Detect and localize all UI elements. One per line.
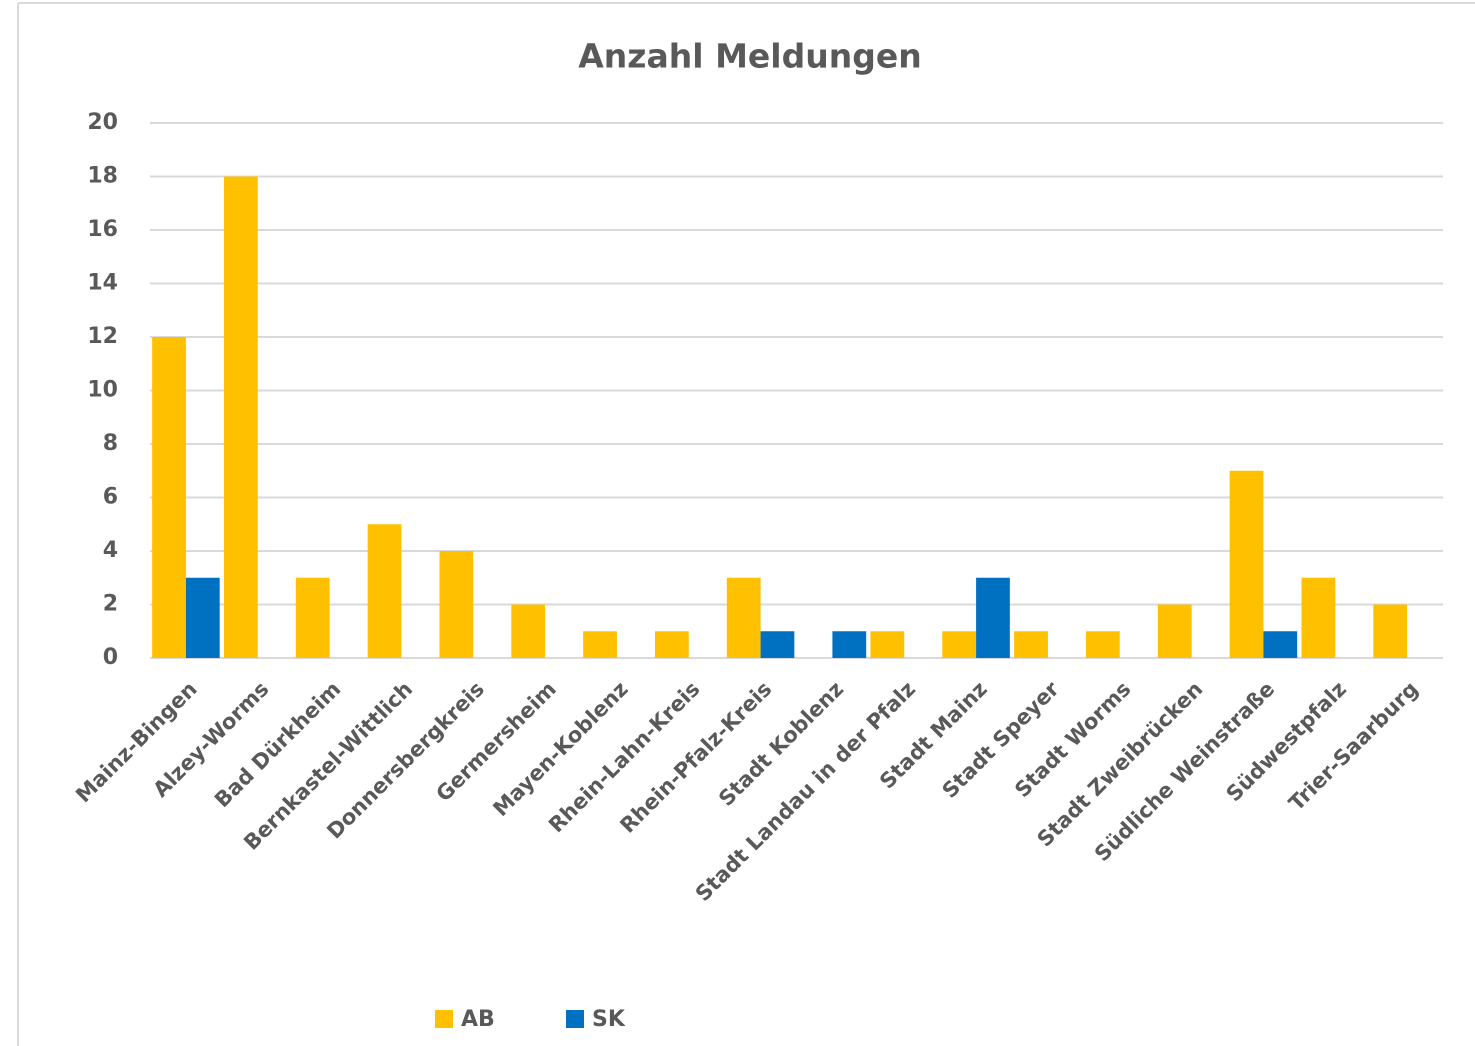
- bar: [367, 524, 402, 658]
- bar: [870, 631, 905, 658]
- y-tick-label: 4: [103, 538, 118, 563]
- bar: [760, 631, 795, 658]
- legend-swatch: [435, 1010, 453, 1028]
- bar: [1085, 631, 1120, 658]
- bar: [223, 176, 258, 658]
- y-tick-label: 0: [103, 645, 118, 670]
- x-tick-label: Mayen-Koblenz: [488, 677, 632, 821]
- bar: [511, 604, 546, 658]
- y-tick-label: 8: [103, 431, 118, 456]
- y-tick-label: 10: [87, 378, 118, 403]
- x-tick-label: Germersheim: [431, 677, 560, 806]
- y-tick-label: 6: [103, 485, 118, 510]
- y-tick-label: 20: [87, 110, 118, 135]
- bar: [976, 577, 1010, 658]
- x-tick-label: Bad Dürkheim: [210, 677, 345, 812]
- chart-title: Anzahl Meldungen: [578, 37, 921, 76]
- y-tick-label: 16: [87, 217, 118, 242]
- legend-label: SK: [592, 1007, 626, 1032]
- bar: [185, 577, 220, 658]
- y-tick-label: 2: [103, 592, 118, 617]
- bar: [1373, 604, 1408, 658]
- bar: [295, 577, 330, 658]
- x-tick-label: Stadt Koblenz: [714, 677, 848, 811]
- bar: [583, 631, 617, 658]
- legend-swatch: [566, 1010, 584, 1028]
- bar: [832, 631, 867, 658]
- bar: [726, 577, 761, 658]
- y-tick-label: 18: [87, 164, 118, 189]
- y-tick-label: 12: [87, 324, 118, 349]
- bar: [1301, 577, 1336, 658]
- bar: [1014, 631, 1048, 658]
- x-tick-label: Mainz-Bingen: [71, 677, 201, 807]
- bar: [1157, 604, 1192, 658]
- bar: [1229, 470, 1264, 658]
- bar: [439, 551, 474, 658]
- y-tick-label: 14: [87, 271, 118, 296]
- bar: [152, 337, 186, 658]
- x-tick-label: Südwestpfalz: [1222, 677, 1351, 806]
- legend-label: AB: [461, 1007, 495, 1032]
- bar: [654, 631, 689, 658]
- x-tick-label: Trier-Saarburg: [1284, 677, 1423, 816]
- bar: [942, 631, 977, 658]
- bar: [1263, 631, 1298, 658]
